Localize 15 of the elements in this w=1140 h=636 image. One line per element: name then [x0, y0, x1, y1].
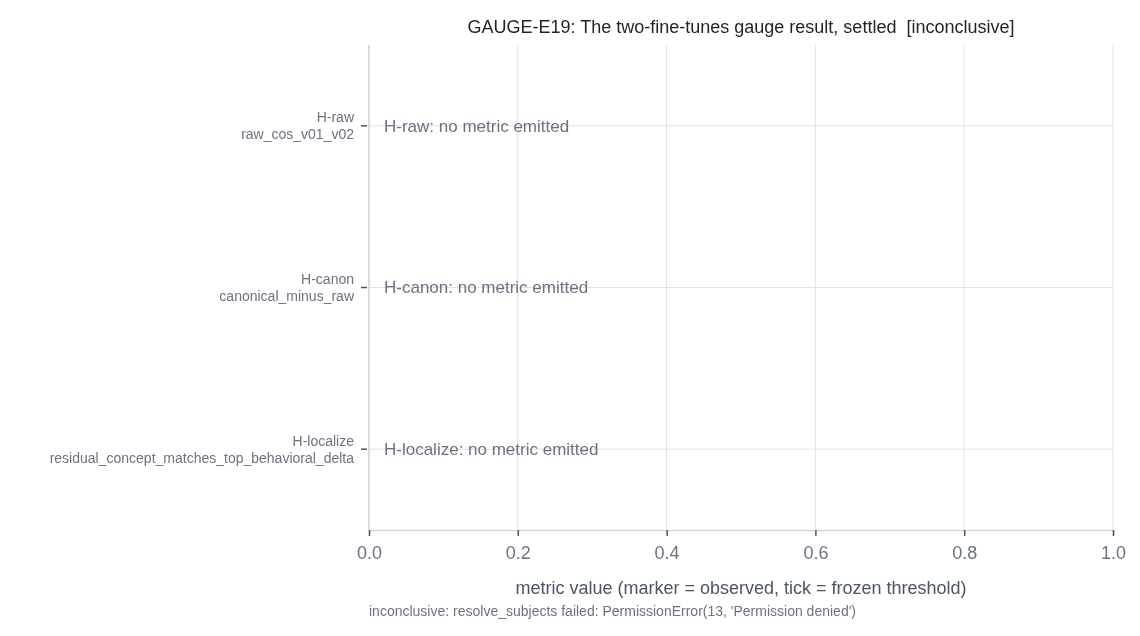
- text: inconclusive: resolve_subjects failed: PermissionError(13, 'Permission denied'): [369, 603, 856, 619]
- y-tick-label: H-localize residual_concept_matches_top_behavioral_delta: [49, 432, 355, 466]
- x-tick-label: 0.0: [356, 542, 383, 563]
- y-tick-label: H-raw raw_cos_v01_v02: [241, 109, 355, 143]
- x-tick-label: 0.8: [952, 542, 978, 563]
- x-tick-label: 0.4: [654, 542, 680, 563]
- x-tick-label: 1.0: [1100, 542, 1127, 563]
- y-tick-label: H-canon canonical_minus_raw: [219, 270, 355, 304]
- x-tick-label: 0.6: [803, 542, 829, 563]
- annotation: H-canon: no metric emitted: [384, 278, 589, 298]
- x-tick-label: 0.2: [505, 542, 531, 563]
- annotation: H-raw: no metric emitted: [384, 116, 570, 136]
- chart-title: GAUGE-E19: The two-fine-tunes gauge result, settled [inconclusive]: [467, 17, 1015, 37]
- annotation: H-localize: no metric emitted: [384, 440, 599, 460]
- x-axis-title: metric value (marker = observed, tick = frozen threshold): [515, 578, 967, 598]
